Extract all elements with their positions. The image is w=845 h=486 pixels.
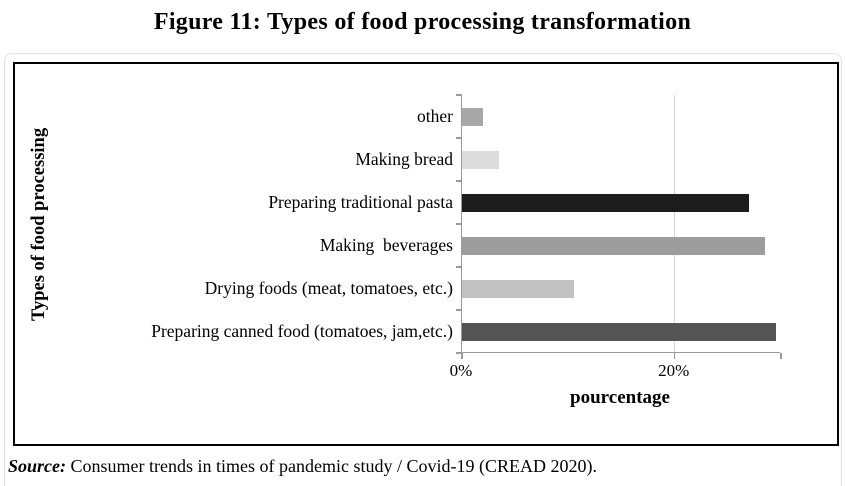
- y-axis-tick: [456, 352, 462, 354]
- y-axis-tick: [456, 137, 462, 139]
- x-axis-tick: [673, 353, 676, 359]
- x-tick-label-0: 0%: [449, 361, 473, 380]
- gridline-20pct: [673, 95, 676, 352]
- category-axis-labels: other Making bread Preparing traditional p…: [15, 64, 453, 444]
- x-axis-tick: [780, 353, 782, 359]
- bar-2: [462, 150, 500, 169]
- x-axis-tick: [461, 353, 463, 359]
- source-text: Consumer trends in times of pandemic stu…: [66, 456, 597, 476]
- category-label: Making bread: [355, 148, 453, 169]
- y-axis-tick: [456, 223, 462, 225]
- chart-object-border: [4, 53, 842, 486]
- y-axis-tick: [456, 309, 462, 311]
- category-label: Making beverages: [319, 234, 453, 255]
- source-note: Source: Consumer trends in times of pand…: [8, 456, 838, 477]
- y-axis-tick: [456, 266, 462, 268]
- y-axis-tick: [456, 180, 462, 182]
- figure-title: Figure 11: Types of food processing tran…: [153, 9, 692, 35]
- x-axis-title: pourcentage: [570, 387, 670, 408]
- chart-frame: Types of food processing other Making bre…: [13, 62, 839, 446]
- source-label: Source:: [8, 456, 66, 476]
- bar-5: [462, 279, 574, 298]
- x-tick-label-20: 20%: [658, 361, 690, 380]
- plot-area: [456, 94, 782, 359]
- bar-1: [462, 107, 484, 126]
- category-label: other: [417, 105, 453, 126]
- bar-6: [462, 322, 776, 341]
- bar-3: [462, 193, 750, 212]
- bar-4: [462, 236, 766, 255]
- category-label: Drying foods (meat, tomatoes, etc.): [204, 277, 453, 298]
- category-label: Preparing canned food (tomatoes, jam,etc…: [151, 320, 453, 341]
- category-label: Preparing traditional pasta: [268, 191, 453, 212]
- y-axis-tick: [456, 94, 462, 96]
